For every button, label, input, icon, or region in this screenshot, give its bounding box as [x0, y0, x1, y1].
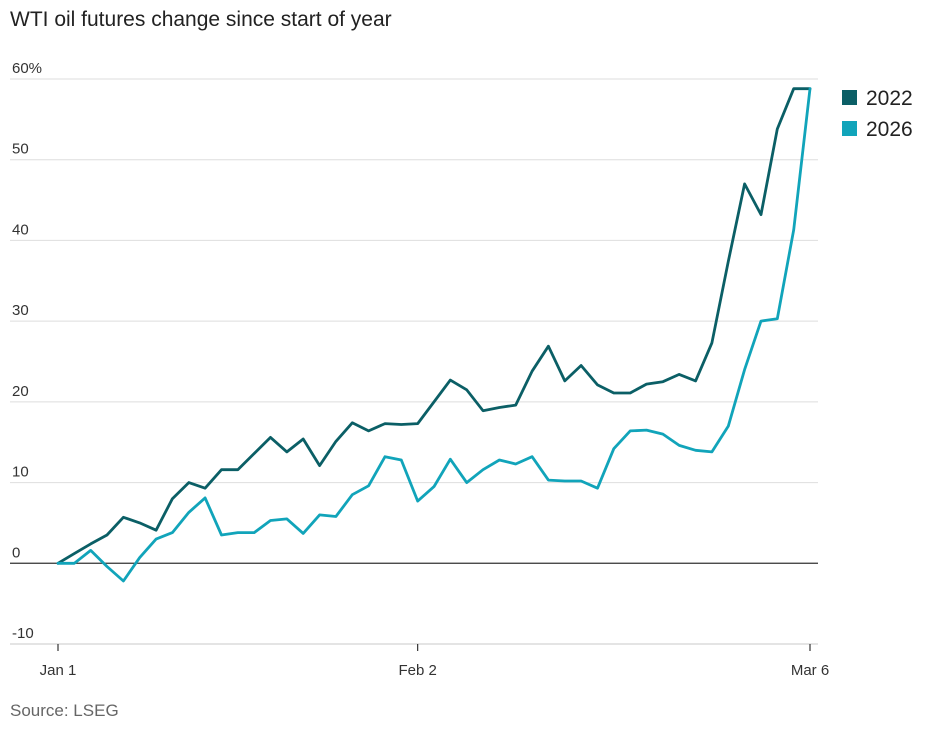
source-note: Source: LSEG: [10, 701, 119, 720]
y-tick-label: -10: [12, 625, 34, 642]
legend-swatch-2026: [842, 121, 857, 136]
y-tick-label: 20: [12, 383, 29, 400]
legend-swatch-2022: [842, 90, 857, 105]
y-tick-label: 40: [12, 221, 29, 238]
x-tick-label: Jan 1: [40, 662, 77, 679]
y-tick-label: 60%: [12, 60, 42, 77]
gridlines: [10, 78, 818, 645]
chart-title: WTI oil futures change since start of ye…: [10, 8, 392, 31]
y-tick-label: 0: [12, 544, 20, 561]
y-tick-label: 10: [12, 464, 29, 481]
x-tick-label: Feb 2: [398, 662, 436, 679]
series-line-2022: [56, 87, 812, 565]
legend: 2022 2026: [842, 87, 913, 141]
y-tick-label: 30: [12, 302, 29, 319]
x-tick-label: Mar 6: [791, 662, 829, 679]
legend-label-2026: 2026: [866, 118, 913, 141]
series-lines: [56, 87, 812, 583]
y-tick-label: 50: [12, 141, 29, 158]
y-axis-ticks: -10 0 10 20 30 40 50 60%: [12, 60, 42, 642]
legend-label-2022: 2022: [866, 87, 913, 110]
series-line-2026: [56, 87, 812, 583]
x-axis: Jan 1 Feb 2 Mar 6: [10, 643, 829, 679]
